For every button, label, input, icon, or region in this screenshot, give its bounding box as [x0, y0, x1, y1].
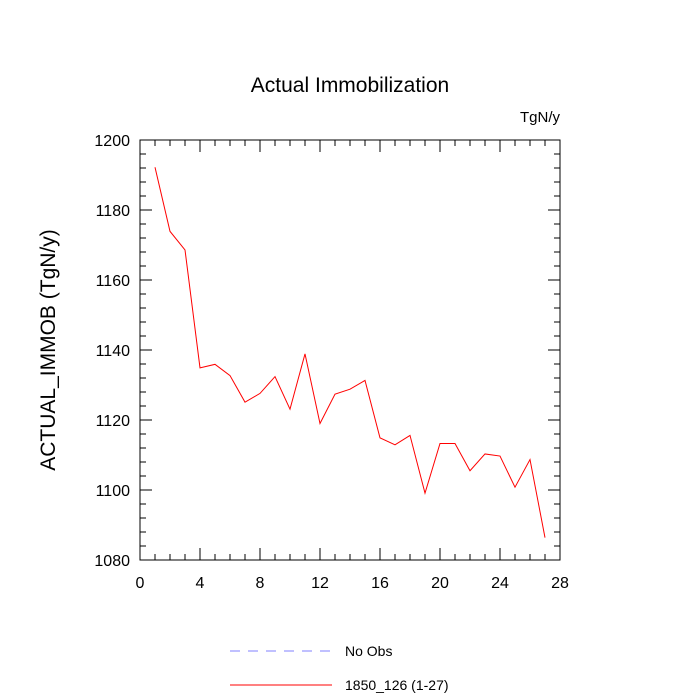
y-tick-label: 1080 — [94, 553, 130, 570]
data-point — [229, 374, 232, 377]
data-point — [244, 401, 247, 404]
y-tick-label: 1120 — [96, 413, 131, 430]
data-point — [364, 379, 367, 382]
data-point — [379, 436, 382, 439]
series-layer — [154, 166, 547, 539]
data-point — [289, 408, 292, 411]
data-point — [214, 363, 217, 366]
data-point — [349, 388, 352, 391]
legend: No Obs 1850_126 (1-27) — [230, 643, 449, 693]
y-tick-label: 1180 — [96, 203, 131, 220]
data-point — [499, 455, 502, 458]
data-point — [469, 469, 472, 472]
legend-label-no-obs: No Obs — [345, 643, 392, 659]
units-label: TgN/y — [520, 109, 561, 126]
data-point — [409, 434, 412, 437]
x-tick-label: 12 — [311, 575, 329, 592]
x-tick-label: 0 — [136, 575, 145, 592]
legend-label-1850-126: 1850_126 (1-27) — [345, 677, 449, 693]
data-point — [169, 230, 172, 233]
series-line-1 — [154, 167, 546, 538]
plot-border — [139, 139, 561, 561]
data-point — [259, 392, 262, 395]
data-point — [184, 248, 187, 251]
y-tick-label: 1160 — [96, 273, 131, 290]
y-tick-label: 1140 — [96, 343, 131, 360]
data-point — [274, 375, 277, 378]
x-tick-label: 28 — [551, 575, 569, 592]
axis-tick-labels: 0 4 8 12 16 20 24 28 1080 1100 1120 1140 1160 1180 120… — [94, 133, 569, 592]
x-tick-label: 8 — [256, 575, 265, 592]
plot-frame — [139, 139, 561, 561]
chart-title: Actual Immobilization — [251, 74, 449, 97]
data-point — [514, 486, 517, 489]
data-point — [424, 492, 427, 495]
data-point — [484, 452, 487, 455]
data-point — [304, 352, 307, 355]
y-tick-label: 1100 — [96, 483, 131, 500]
data-point — [199, 366, 202, 369]
data-point — [529, 458, 532, 461]
axis-ticks — [139, 139, 561, 561]
y-tick-label: 1200 — [94, 133, 130, 150]
data-point — [334, 393, 337, 396]
data-point — [394, 443, 397, 446]
data-point — [544, 536, 547, 539]
x-tick-label: 20 — [431, 575, 449, 592]
data-point — [319, 422, 322, 425]
data-point — [454, 442, 457, 445]
data-point — [154, 166, 157, 169]
y-axis-label: ACTUAL_IMMOB (TgN/y) — [37, 229, 60, 471]
x-tick-label: 24 — [491, 575, 509, 592]
x-tick-label: 16 — [371, 575, 389, 592]
data-point — [439, 442, 442, 445]
x-tick-label: 4 — [196, 575, 205, 592]
